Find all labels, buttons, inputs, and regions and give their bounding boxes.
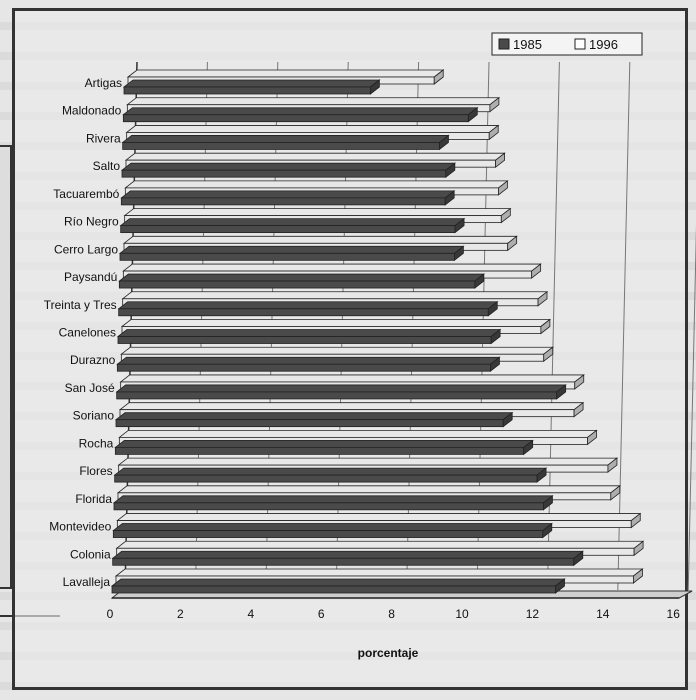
category-label: San José (65, 381, 115, 395)
category-labels: Artigas Maldonado Rivera Salto Tacuarembó Río… (44, 76, 122, 589)
category-label: Salto (93, 159, 121, 173)
category-label: Montevideo (49, 520, 111, 534)
category-label: Rivera (86, 131, 121, 145)
bar-1985-6 (118, 245, 465, 262)
x-tick-label: 6 (318, 607, 325, 621)
category-label: Río Negro (64, 215, 119, 229)
x-axis-title: porcentaje (358, 646, 419, 660)
bar-1985-11 (115, 384, 567, 400)
bar-1985-15 (112, 495, 554, 511)
bar-1985-4 (120, 190, 456, 206)
bar-1985-2 (121, 134, 450, 151)
x-tick-label: 4 (247, 607, 254, 621)
x-tick-label: 14 (596, 607, 610, 621)
category-label: Flores (79, 464, 112, 478)
category-label: Canelones (59, 326, 116, 340)
bar-1985-18 (110, 578, 566, 594)
category-label: Treinta y Tres (44, 298, 117, 312)
legend-label-1985: 1985 (513, 37, 542, 52)
bar-1985-5 (119, 217, 466, 234)
bar-1985-7 (118, 273, 486, 289)
x-tick-label: 2 (177, 607, 184, 621)
gridline (687, 224, 696, 591)
bar-1985-8 (117, 300, 499, 317)
category-label: Florida (75, 492, 112, 506)
bar-1985-10 (116, 356, 501, 373)
bar-1985-3 (120, 162, 457, 178)
bar-1985-16 (112, 522, 553, 539)
x-tick-label: 0 (107, 607, 114, 621)
legend-label-1996: 1996 (589, 37, 618, 52)
category-label: Cerro Largo (54, 242, 118, 256)
category-label: Rocha (79, 436, 114, 450)
bar-1985-12 (114, 411, 514, 428)
category-label: Maldonado (62, 104, 122, 118)
bar-1985-0 (122, 79, 381, 95)
category-label: Paysandú (64, 270, 117, 284)
legend: 1985 1996 (491, 32, 643, 56)
category-label: Lavalleja (63, 575, 111, 589)
bar-1985-1 (122, 106, 479, 123)
legend-swatch-1985 (498, 38, 510, 50)
bar-1985-13 (114, 439, 534, 456)
adjacent-page-edge (0, 145, 12, 589)
category-label: Durazno (70, 353, 116, 367)
bar-1985-14 (113, 467, 548, 483)
x-tick-label: 8 (388, 607, 395, 621)
legend-swatch-1996 (574, 38, 586, 50)
gridline (617, 61, 631, 591)
bar-1985-17 (111, 550, 584, 567)
bars (110, 69, 645, 594)
legend-box (491, 32, 643, 56)
category-label: Tacuarembó (53, 187, 119, 201)
x-tick-label: 16 (667, 607, 681, 621)
category-label: Colonia (70, 547, 111, 561)
x-tick-label: 10 (455, 607, 469, 621)
category-label: Artigas (85, 76, 122, 90)
x-tick-label: 12 (526, 607, 540, 621)
bar-1985-9 (116, 328, 502, 345)
x-tick-labels: 0 2 4 6 8 10 12 14 16 (107, 607, 681, 621)
category-label: Soriano (73, 409, 115, 423)
